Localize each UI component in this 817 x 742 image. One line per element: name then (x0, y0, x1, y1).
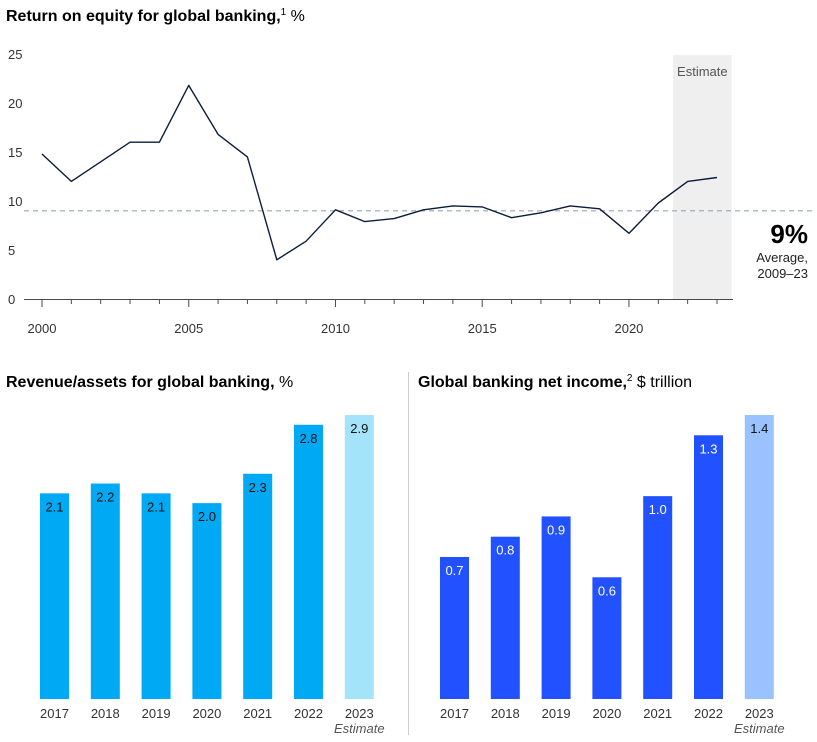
estimate-band (672, 55, 732, 299)
x-category-label: 2022 (694, 706, 723, 721)
x-category-label: 2019 (142, 706, 171, 721)
bar-value-label: 1.0 (649, 502, 667, 517)
x-category-label: 2018 (91, 706, 120, 721)
y-tick-label: 0 (8, 292, 15, 307)
roe-series-line (41, 84, 718, 261)
bar-value-label: 0.9 (547, 522, 565, 537)
bar (40, 493, 69, 699)
x-category-label: 2021 (243, 706, 272, 721)
revenue-title-text: Revenue/assets for global banking, (6, 374, 275, 391)
x-category-label: 2017 (440, 706, 469, 721)
bar-value-label: 2.1 (147, 499, 165, 514)
revenue-chart-title: Revenue/assets for global banking, % (6, 374, 293, 391)
income-chart-title: Global banking net income,2 $ trillion (418, 373, 692, 391)
y-tick-label: 15 (8, 145, 22, 160)
bar-value-label: 2.2 (96, 490, 114, 505)
bar-value-label: 2.1 (45, 499, 63, 514)
bar (141, 493, 171, 699)
y-tick-label: 10 (8, 194, 22, 209)
x-category-label: 2018 (491, 706, 520, 721)
bar-value-label: 2.9 (350, 421, 368, 436)
bar (344, 415, 374, 699)
roe-title-unit: % (286, 8, 305, 25)
revenue-bar-chart: 2.1 2017 2.2 2018 2.1 2019 2.0 2020 2.3 2021 2.8 20… (40, 415, 385, 736)
average-label-line2: 2009–23 (757, 266, 808, 281)
estimate-label: Estimate (677, 64, 728, 79)
bar-value-label: 0.6 (598, 583, 616, 598)
x-tick-label: 2000 (28, 321, 57, 336)
income-title-unit: $ trillion (632, 374, 692, 391)
bar (694, 435, 723, 699)
bar-value-label: 0.8 (496, 543, 514, 558)
roe-line-chart: Estimate 0 5 10 15 20 25 2000 2005 2010 2015 2020 9%… (8, 47, 812, 336)
bar (294, 424, 323, 699)
bar (192, 503, 222, 699)
y-tick-label: 5 (8, 243, 15, 258)
bar-value-label: 1.4 (750, 421, 768, 436)
x-category-label: 2021 (643, 706, 672, 721)
x-tick-label: 2005 (174, 321, 203, 336)
income-title-text: Global banking net income, (418, 374, 627, 391)
estimate-label: Estimate (734, 721, 785, 736)
x-category-label: 2023 (345, 706, 374, 721)
bar (90, 483, 120, 699)
x-category-label: 2022 (294, 706, 323, 721)
x-category-label: 2017 (40, 706, 69, 721)
x-category-label: 2023 (745, 706, 774, 721)
x-tick-label: 2020 (614, 321, 643, 336)
x-category-label: 2019 (542, 706, 571, 721)
y-tick-label: 25 (8, 47, 22, 62)
bar (440, 557, 469, 699)
bar-value-label: 1.3 (699, 441, 717, 456)
roe-chart-title: Return on equity for global banking,1 % (6, 7, 305, 25)
average-label-line1: Average, (756, 250, 808, 265)
bar-value-label: 2.3 (249, 480, 267, 495)
bar (592, 577, 622, 699)
bar-value-label: 2.8 (299, 431, 317, 446)
revenue-title-unit: % (275, 374, 294, 391)
roe-title-text: Return on equity for global banking, (6, 8, 281, 25)
x-tick-label: 2015 (468, 321, 497, 336)
bar (541, 516, 571, 699)
income-title-footnote: 2 (627, 373, 633, 384)
bar (643, 496, 673, 699)
x-category-label: 2020 (192, 706, 221, 721)
x-tick-label: 2010 (321, 321, 350, 336)
average-value-label: 9% (770, 219, 808, 249)
income-bar-chart: 0.7 2017 0.8 2018 0.9 2019 0.6 2020 1.0 2021 1.3 20… (440, 415, 785, 736)
estimate-label: Estimate (334, 721, 385, 736)
bar (490, 536, 520, 699)
y-tick-label: 20 (8, 96, 22, 111)
bar-value-label: 0.7 (445, 563, 463, 578)
roe-title-footnote: 1 (281, 7, 287, 18)
bar-value-label: 2.0 (198, 509, 216, 524)
bar (243, 473, 273, 699)
bar (744, 415, 774, 699)
x-category-label: 2020 (592, 706, 621, 721)
